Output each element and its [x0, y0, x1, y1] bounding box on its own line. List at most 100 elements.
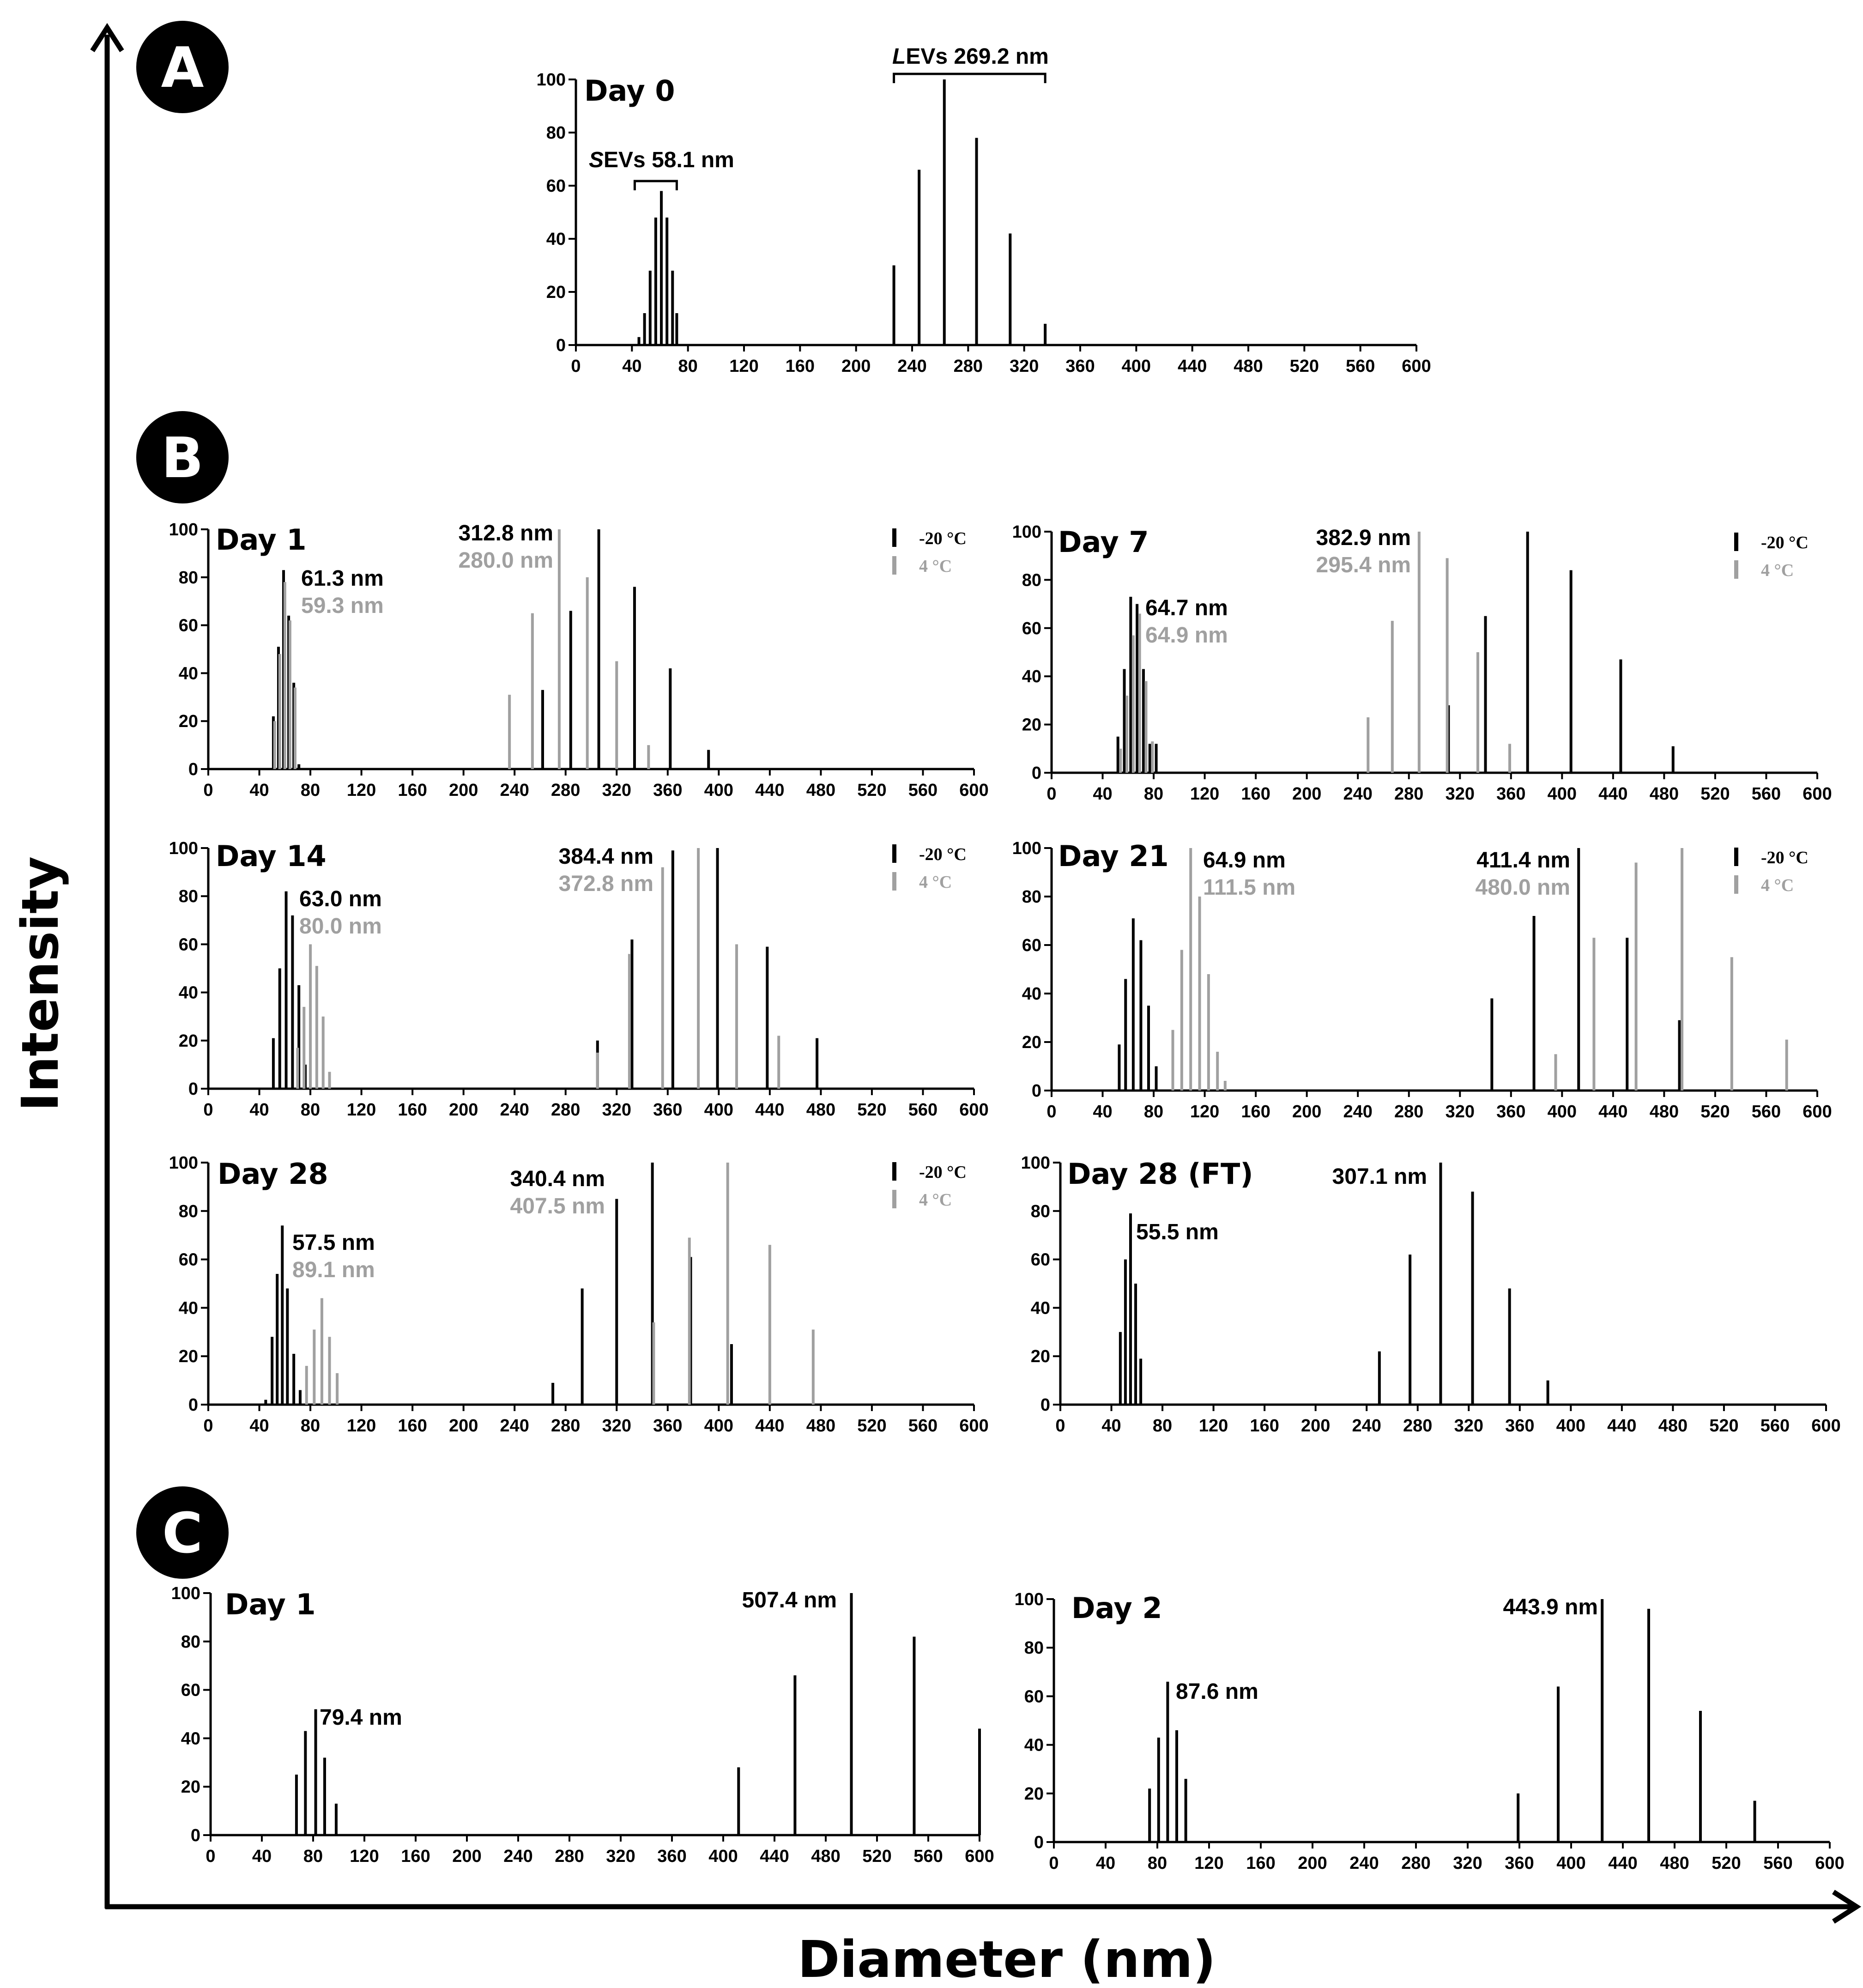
x-tick-label: 400 — [704, 781, 733, 800]
x-tick-label: 120 — [347, 781, 376, 800]
y-tick-label: 60 — [546, 176, 566, 196]
x-tick-label: 600 — [1815, 1854, 1844, 1873]
x-tick-label: 40 — [1096, 1854, 1115, 1873]
x-tick-label: 0 — [571, 357, 581, 376]
x-tick-label: 240 — [1349, 1854, 1379, 1873]
x-tick-label: 400 — [704, 1100, 733, 1120]
x-tick-label: 440 — [755, 1100, 784, 1120]
y-tick-label: 80 — [1022, 570, 1041, 590]
x-tick-label: 80 — [301, 781, 320, 800]
x-tick-label: 0 — [206, 1847, 215, 1866]
x-tick-label: 320 — [1446, 1102, 1475, 1121]
x-tick-label: 80 — [301, 1100, 320, 1120]
peak-annotation: 340.4 nm — [510, 1167, 605, 1191]
peak-annotation: 307.1 nm — [1332, 1164, 1427, 1189]
x-tick-label: 520 — [1700, 1102, 1730, 1121]
y-tick-label: 0 — [1032, 1081, 1041, 1101]
series-neg20-c — [1118, 848, 1681, 1091]
y-tick-label: 20 — [1031, 1347, 1050, 1366]
x-tick-label: 480 — [806, 1100, 835, 1120]
x-tick-label: 280 — [551, 1416, 580, 1436]
x-tick-label: 120 — [350, 1847, 379, 1866]
chart-title: Day 1 — [216, 523, 307, 557]
size-bracket — [633, 180, 678, 190]
x-tick-label: 280 — [555, 1847, 584, 1866]
legend-label: -20 °C — [919, 529, 967, 548]
legend-swatch — [892, 1162, 896, 1181]
series-4-c — [305, 1163, 815, 1405]
peak-annotation: 382.9 nm — [1316, 526, 1411, 550]
x-tick-label: 360 — [1505, 1416, 1534, 1436]
x-tick-label: 480 — [811, 1847, 840, 1866]
legend-swatch — [892, 1190, 896, 1208]
x-tick-label: 600 — [965, 1847, 994, 1866]
peak-annotation: 57.5 nm — [292, 1230, 375, 1255]
x-tick-label: 560 — [1346, 357, 1375, 376]
annotation-italic-initial: L — [892, 44, 906, 69]
x-tick-label: 560 — [908, 781, 938, 800]
x-tick-label: 320 — [602, 1416, 631, 1436]
peak-annotation: 64.9 nm — [1145, 623, 1228, 648]
x-tick-label: 200 — [1292, 784, 1321, 804]
series-neg20-c — [272, 848, 819, 1089]
peak-annotation: 443.9 nm — [1503, 1595, 1598, 1619]
y-tick-label: 0 — [1032, 764, 1041, 783]
x-tick-label: 200 — [1292, 1102, 1321, 1121]
plot-c-day1: 0 20 40 60 80 100 0 40 80 120 160 200 240 280 320 360 40… — [171, 1584, 994, 1866]
legend-label: -20 °C — [919, 1163, 967, 1182]
x-tick-label: 160 — [401, 1847, 430, 1866]
x-tick-label: 240 — [500, 781, 529, 800]
x-tick-label: 80 — [303, 1847, 323, 1866]
y-tick-label: 20 — [181, 1777, 200, 1797]
legend-swatch — [1734, 533, 1738, 551]
x-tick-label: 400 — [1548, 784, 1577, 804]
x-tick-label: 520 — [1709, 1416, 1738, 1436]
y-tick-label: 80 — [179, 1202, 198, 1221]
peak-annotation: 480.0 nm — [1476, 875, 1570, 900]
y-tick-label: 60 — [179, 616, 198, 636]
series-main — [295, 1593, 981, 1835]
y-tick-label: 40 — [179, 1298, 198, 1318]
series-4-c — [296, 848, 780, 1089]
peak-annotation: 89.1 nm — [292, 1258, 375, 1282]
y-tick-label: 40 — [179, 664, 198, 683]
y-tick-label: 0 — [556, 336, 566, 355]
x-tick-label: 600 — [1803, 1102, 1832, 1121]
x-tick-label: 520 — [857, 1100, 886, 1120]
x-tick-label: 200 — [449, 781, 478, 800]
x-tick-label: 400 — [1122, 357, 1151, 376]
annotation-italic-initial: S — [589, 148, 604, 172]
x-tick-label: 480 — [1658, 1416, 1688, 1436]
chart-title: Day 14 — [216, 839, 327, 873]
x-tick-label: 520 — [862, 1847, 891, 1866]
plot-b-day21: 0 20 40 60 80 100 0 40 80 120 160 200 240 280 320 360 40… — [1012, 839, 1832, 1121]
x-tick-label: 40 — [622, 357, 641, 376]
x-tick-label: 0 — [1046, 784, 1056, 804]
y-tick-label: 100 — [1021, 1153, 1050, 1173]
x-tick-label: 360 — [1065, 357, 1095, 376]
x-tick-label: 160 — [398, 1416, 427, 1436]
plot-b-day14: 0 20 40 60 80 100 0 40 80 120 160 200 240 280 320 360 40… — [169, 839, 989, 1120]
x-tick-label: 240 — [1343, 1102, 1372, 1121]
peak-annotation: 407.5 nm — [510, 1194, 605, 1218]
y-tick-label: 20 — [1022, 1033, 1041, 1052]
annotation-rest: EVs 58.1 nm — [604, 148, 734, 172]
legend-label: 4 °C — [919, 557, 952, 576]
y-tick-label: 0 — [188, 760, 198, 779]
y-tick-label: 80 — [1031, 1202, 1050, 1221]
x-tick-label: 320 — [606, 1847, 635, 1866]
x-tick-label: 440 — [1607, 1416, 1636, 1436]
x-tick-label: 520 — [857, 781, 886, 800]
x-tick-label: 80 — [1153, 1416, 1172, 1436]
x-tick-label: 480 — [1650, 784, 1679, 804]
y-tick-label: 0 — [191, 1826, 200, 1845]
y-tick-label: 100 — [1012, 839, 1041, 858]
x-tick-label: 40 — [1093, 784, 1112, 804]
x-tick-label: 440 — [1178, 357, 1207, 376]
x-tick-label: 80 — [1144, 784, 1163, 804]
legend-label: 4 °C — [1761, 561, 1794, 580]
panel-letter-c: C — [136, 1486, 229, 1579]
size-bracket — [893, 73, 1046, 83]
x-tick-label: 0 — [203, 1416, 213, 1436]
x-tick-label: 360 — [653, 1100, 682, 1120]
